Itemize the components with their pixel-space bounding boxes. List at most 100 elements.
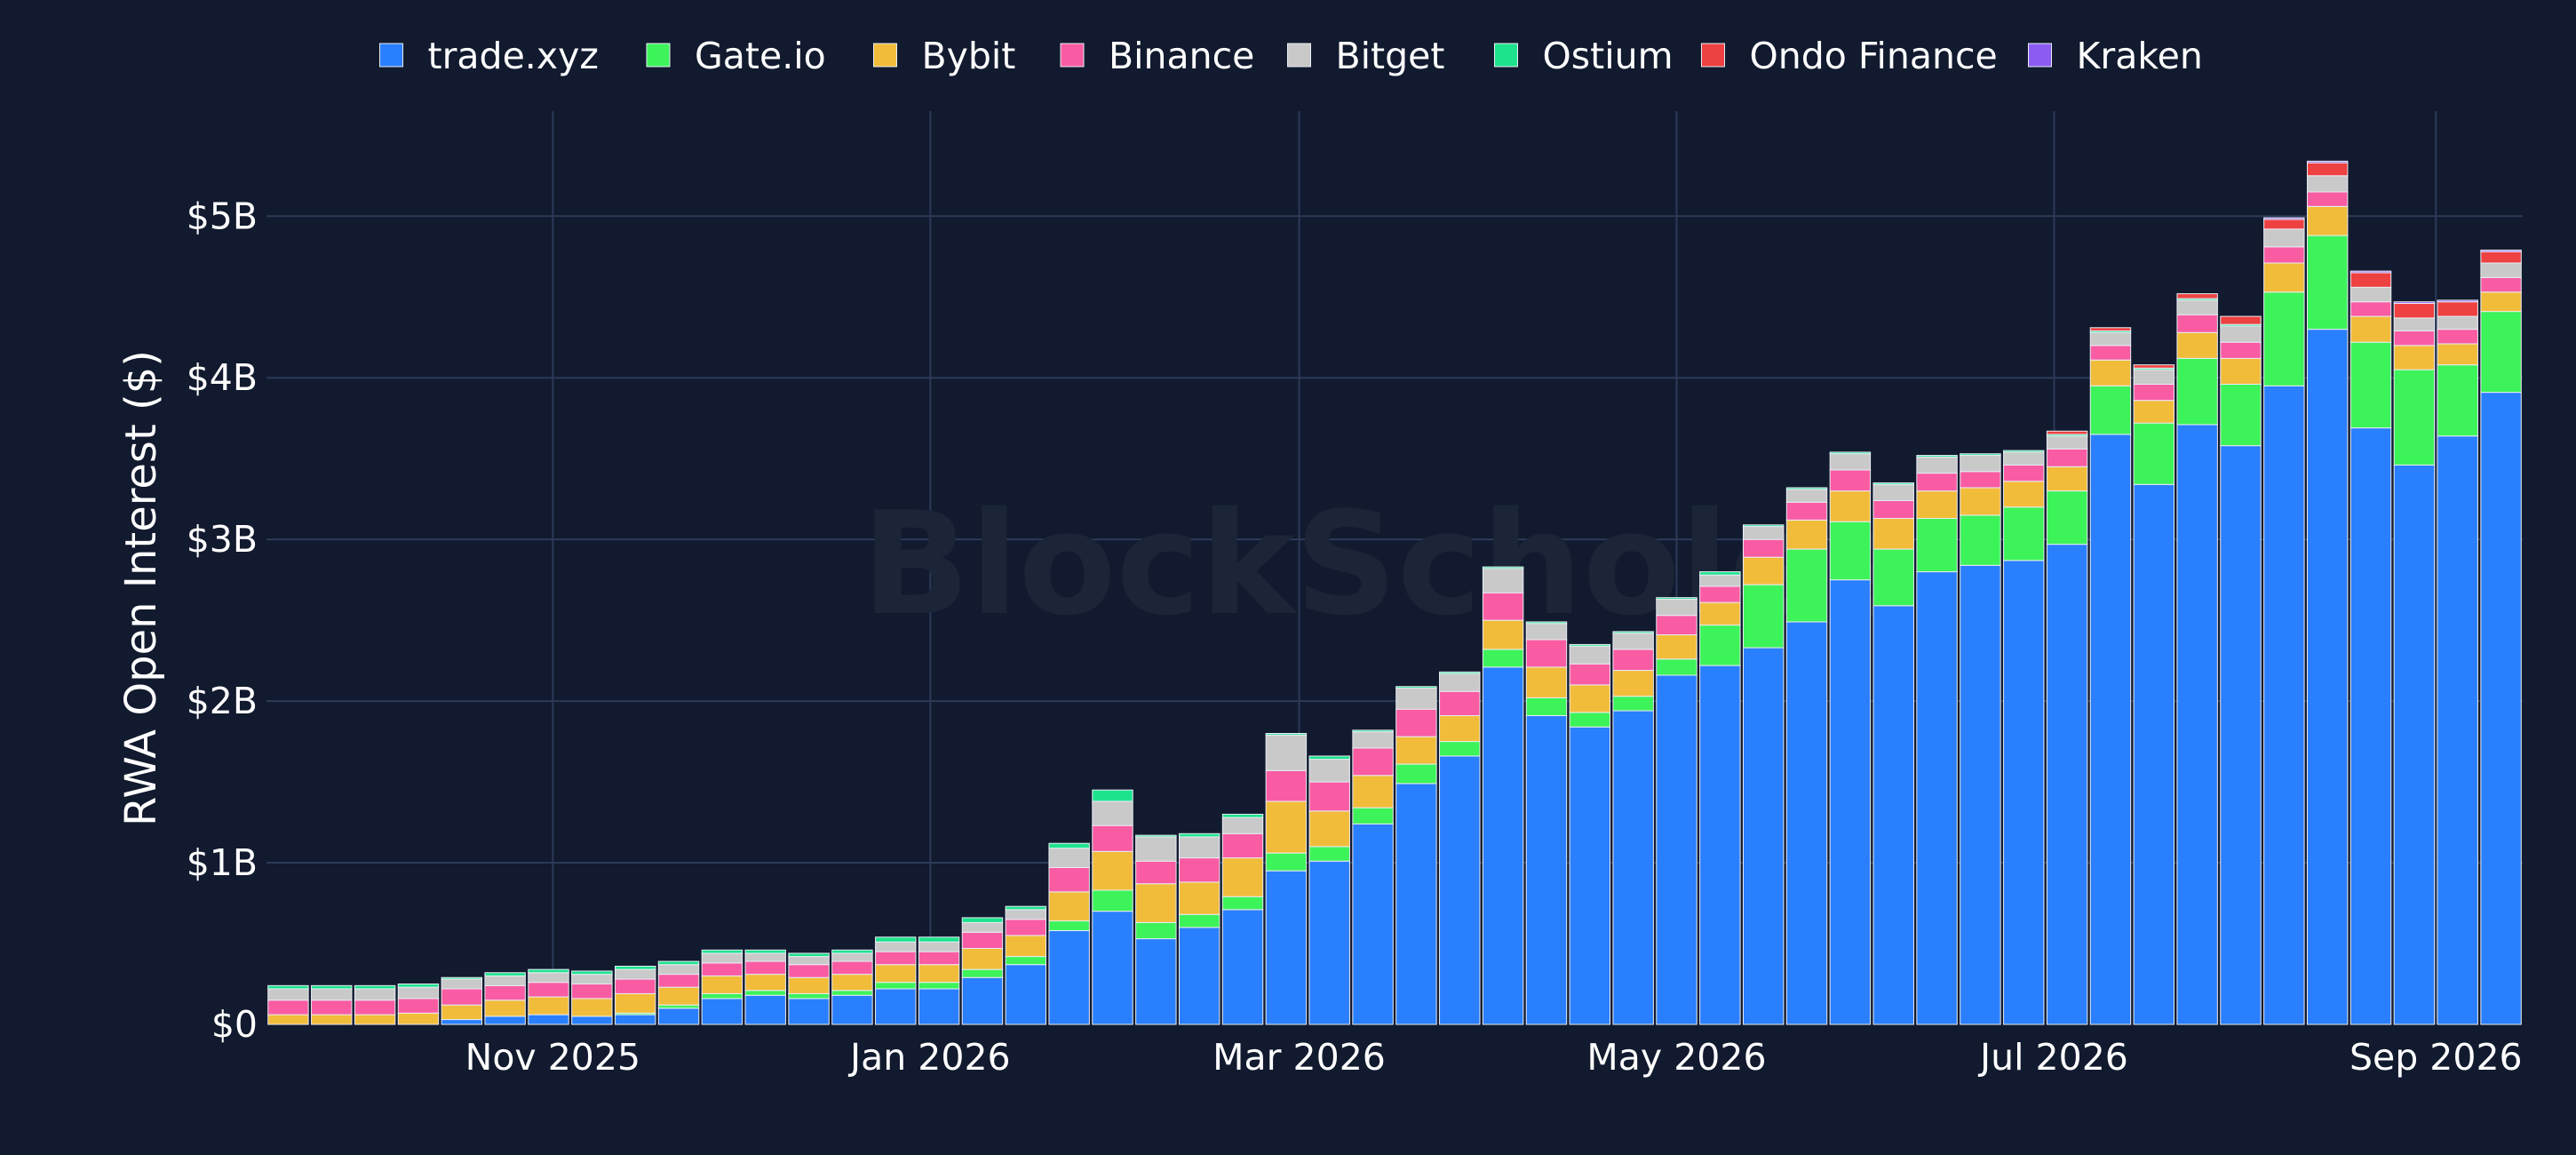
bar-segment-trade-xyz xyxy=(744,994,786,1025)
legend-item[interactable]: Kraken xyxy=(2028,35,2203,77)
bar-segment-bybit xyxy=(1092,850,1133,891)
bar-stack xyxy=(1178,832,1220,1025)
bar-segment-gate-io xyxy=(1135,921,1177,940)
bar-stack xyxy=(1569,643,1611,1025)
bar-segment-bybit xyxy=(1960,487,2001,516)
bar-segment-bitget xyxy=(2480,262,2522,278)
bar-stack xyxy=(267,984,309,1025)
bar-segment-bybit xyxy=(441,1004,483,1021)
bar-segment-binance xyxy=(1525,639,1568,668)
legend-label: Binance xyxy=(1109,35,1254,77)
legend-item[interactable]: Binance xyxy=(1060,35,1254,77)
bar-stack xyxy=(571,970,613,1025)
bar-stack xyxy=(614,965,656,1025)
bar-segment-binance xyxy=(788,964,830,978)
bar-segment-bitget xyxy=(311,988,353,1001)
bar-segment-gate-io xyxy=(918,982,960,990)
bar-segment-bitget xyxy=(2176,299,2218,315)
bar-segment-bitget xyxy=(441,978,483,990)
bar-segment-trade-xyz xyxy=(1308,860,1350,1025)
bar-segment-gate-io xyxy=(1872,548,1914,607)
bar-segment-trade-xyz xyxy=(484,1016,526,1025)
legend-label: Gate.io xyxy=(695,35,826,77)
bar-segment-bitget xyxy=(2003,451,2045,466)
bar-segment-bitget xyxy=(1221,816,1264,834)
bar-segment-bitget xyxy=(2089,331,2132,346)
bar-segment-bybit xyxy=(1048,891,1090,922)
legend-label: Bitget xyxy=(1336,35,1445,77)
bar-segment-gate-io xyxy=(1092,889,1133,912)
bar-segment-trade-xyz xyxy=(441,1019,483,1025)
bar-stack xyxy=(831,949,873,1025)
bar-segment-gate-io xyxy=(744,990,786,996)
bar-segment-gate-io xyxy=(2046,490,2088,546)
bar-stack xyxy=(1742,524,1785,1025)
bar-segment-bitget xyxy=(657,964,700,976)
legend-item[interactable]: Gate.io xyxy=(646,35,826,77)
bar-segment-bybit xyxy=(918,964,960,984)
y-tick-label: $0 xyxy=(211,1003,258,1046)
bar-stack xyxy=(2046,430,2088,1025)
bar-segment-bybit xyxy=(1612,670,1654,697)
legend-item[interactable]: Ondo Finance xyxy=(1701,35,1998,77)
bar-stack xyxy=(1352,729,1394,1025)
legend-item[interactable]: Bybit xyxy=(873,35,1016,77)
bar-segment-bybit xyxy=(571,998,613,1017)
bar-segment-bybit xyxy=(744,974,786,992)
legend-item[interactable]: Bitget xyxy=(1287,35,1445,77)
bar-segment-binance xyxy=(831,960,873,976)
bar-segment-bybit xyxy=(831,974,873,992)
bar-segment-gate-io xyxy=(2306,235,2349,331)
bar-segment-ostium xyxy=(1005,905,1047,911)
bar-segment-bitget xyxy=(267,988,309,1001)
bar-segment-ostium xyxy=(528,968,569,974)
bar-segment-trade-xyz xyxy=(2046,544,2088,1025)
bar-stack xyxy=(918,936,960,1025)
bar-segment-ostium xyxy=(1785,487,1828,490)
bar-segment-gate-io xyxy=(2003,506,2045,562)
bar-segment-trade-xyz xyxy=(2263,385,2305,1025)
bar-segment-gate-io xyxy=(788,992,830,1000)
bar-segment-ostium xyxy=(1960,453,2001,457)
bar-segment-bybit xyxy=(354,1014,396,1025)
bar-segment-gate-io xyxy=(2437,364,2478,437)
bar-segment-trade-xyz xyxy=(1092,911,1133,1025)
bar-segment-kraken xyxy=(2480,249,2522,252)
bar-segment-ostium xyxy=(1439,671,1481,674)
bar-segment-bitget xyxy=(1048,848,1090,869)
bar-segment-gate-io xyxy=(2263,291,2305,386)
bar-segment-trade-xyz xyxy=(1960,564,2001,1025)
bar-stack xyxy=(1872,482,1914,1025)
bar-stack xyxy=(1439,671,1481,1025)
bar-segment-binance xyxy=(2046,448,2088,467)
bar-segment-ostium xyxy=(1916,455,1958,458)
y-axis: $0 $1B $2B $3B $4B $5B xyxy=(187,195,258,1046)
bar-segment-ostium xyxy=(961,917,1004,923)
legend-item[interactable]: trade.xyz xyxy=(379,35,599,77)
bar-segment-bybit xyxy=(1525,666,1568,698)
bar-segment-binance xyxy=(1135,860,1177,885)
bar-segment-bybit xyxy=(701,975,743,994)
bar-segment-trade-xyz xyxy=(961,976,1004,1025)
bar-segment-gate-io xyxy=(1699,625,1741,666)
legend-swatch xyxy=(2028,43,2052,68)
bar-segment-trade-xyz xyxy=(1439,755,1481,1025)
bar-segment-binance xyxy=(1916,473,1958,492)
bar-segment-ostium xyxy=(1135,834,1177,838)
bar-segment-binance xyxy=(2176,314,2218,333)
legend-item[interactable]: Ostium xyxy=(1494,35,1674,77)
bar-segment-bitget xyxy=(2437,315,2478,331)
bar-segment-ondo-finance xyxy=(2176,293,2218,299)
bar-stack xyxy=(1612,631,1654,1025)
bar-stack xyxy=(1916,455,1958,1025)
y-axis-title: RWA Open Interest ($) xyxy=(116,350,166,826)
bar-segment-binance xyxy=(614,978,656,994)
bar-segment-binance xyxy=(2089,345,2132,361)
legend-swatch xyxy=(1287,43,1311,68)
bar-segment-binance xyxy=(657,974,700,988)
bar-segment-bitget xyxy=(397,986,440,1000)
bar-segment-trade-xyz xyxy=(1525,714,1568,1025)
bar-segment-bybit xyxy=(1439,714,1481,743)
bar-segment-binance xyxy=(1569,663,1611,686)
